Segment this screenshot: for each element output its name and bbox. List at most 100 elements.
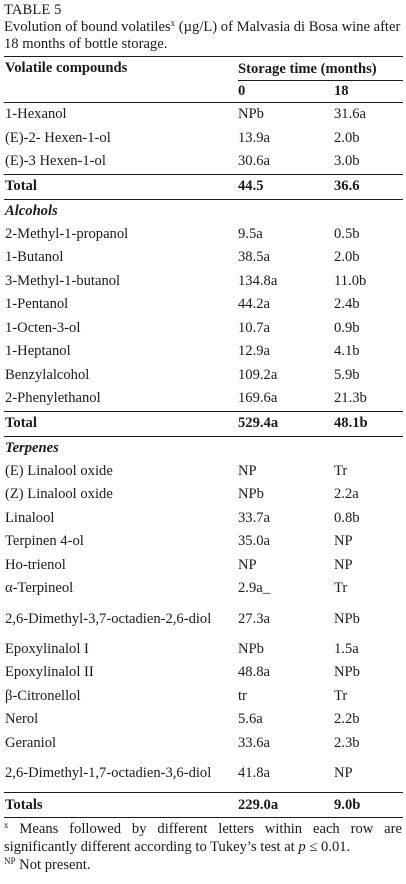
value-month-0-cell: 44.5 [238,173,334,200]
table-row: 1-Octen-3-ol 10.7a 0.9b [4,317,403,341]
value-month-18-cell: NPb [334,610,360,627]
totals-row: Totals 229.0a 9.0b [4,792,403,818]
table-row: (E) Linalool oxide NP Tr [4,460,403,484]
table-row: Ho-trienol NP NP [4,554,403,578]
compound-name-cell: Total [4,410,238,437]
table-row: Epoxylinalol II 48.8a NPb [4,661,403,685]
compound-name-cell: (E)-3 Hexen-1-ol [5,153,106,170]
compound-name-cell: Totals [4,792,238,818]
value-month-0-cell: 5.6a [238,711,263,728]
table-row: Epoxylinalol I NPb 1.5a [4,638,403,662]
value-month-18-cell: 0.9b [334,319,360,336]
footnote-np-text: Not present. [15,857,91,873]
value-month-18-cell: 1.5a [334,640,359,657]
footnote-x-text: Means followed by different letters with… [4,821,402,855]
value-month-18-cell: 2.2a [334,486,359,503]
value-month-0-cell: NPb [238,106,264,123]
caption-text-end: (µg/L) of Malvasia di Bosa wine after 18… [4,19,401,52]
value-month-18-cell: 2.0b [334,249,360,266]
compound-name-cell: 1-Heptanol [5,343,71,360]
value-month-0-cell: 48.8a [238,664,271,681]
value-month-18-cell: Tr [334,687,348,704]
table-row: (E)-2- Hexen-1-ol 13.9a 2.0b [4,127,403,151]
value-month-0-cell: 12.9a [238,343,271,360]
header-compounds: Volatile compounds [4,56,238,103]
compound-name-cell: Benzylalcohol [5,366,90,383]
value-month-0-cell: NP [238,462,257,479]
compound-name-cell: 2-Phenylethanol [5,390,101,407]
compound-name-cell: 1-Hexanol [5,106,67,123]
value-month-0-cell: NP [238,556,257,573]
footnote-x-marker: x [4,820,9,830]
value-month-0-cell: 229.0a [238,792,334,818]
table-row: Geraniol 33.6a 2.3b [4,732,403,756]
compound-name-cell: 1-Pentanol [5,296,69,313]
value-month-0-cell: 10.7a [238,319,271,336]
footnote-p-symbol: p [298,839,306,855]
value-month-0-cell: 27.3a [238,610,271,627]
compound-name-cell: Terpenes [5,439,59,456]
value-month-0-cell: 33.6a [238,734,271,751]
value-month-18-cell: Tr [334,580,348,597]
section-header-row: Alcohols [4,199,403,223]
value-month-18-cell: 0.8b [334,509,360,526]
table-row: 2,6-Dimethyl-1,7-octadien-3,6-diol 41.8a N… [4,755,403,793]
value-month-18-cell: NP [334,765,353,781]
compound-name-cell: β-Citronellol [5,687,81,704]
table-row: Benzylalcohol 109.2a 5.9b [4,364,403,388]
value-month-0-cell: 44.2a [238,296,271,313]
value-month-18-cell: 2.2b [334,711,360,728]
table-body: 1-Hexanol NPb 31.6a (E)-2- Hexen-1-ol 13.9a 2… [4,103,403,818]
compound-name-cell: (E)-2- Hexen-1-ol [5,129,111,146]
table-row: Nerol 5.6a 2.2b [4,708,403,732]
header-storage-time: Storage time (months) [238,56,403,81]
compound-name-cell: (E) Linalool oxide [5,462,113,479]
table-row: (E)-3 Hexen-1-ol 30.6a 3.0b [4,150,403,174]
value-month-18-cell: 9.0b [334,792,403,818]
compound-name-cell: α-Terpineol [5,580,74,597]
section-header-row: Terpenes [4,436,403,460]
value-month-0-cell: 134.8a [238,272,278,289]
compound-name-cell: Alcohols [5,202,58,219]
value-month-18-cell [334,199,403,223]
value-month-0-cell: 109.2a [238,366,278,383]
table-row: Terpinen 4-ol 35.0a NP [4,530,403,554]
value-month-18-cell: 2.4b [334,296,360,313]
value-month-0-cell: 529.4a [238,410,334,437]
table-row: Linalool 33.7a 0.8b [4,507,403,531]
value-month-0-cell: 30.6a [238,153,271,170]
value-month-18-cell: 4.1b [334,343,360,360]
table-row: 1-Butanol 38.5a 2.0b [4,246,403,270]
total-row: Total 529.4a 48.1b [4,410,403,437]
table-row: 2-Phenylethanol 169.6a 21.3b [4,387,403,411]
table-row: α-Terpineol 2.9a_ Tr [4,577,403,601]
value-month-18-cell: 3.0b [334,153,360,170]
value-month-18-cell [334,436,403,460]
value-month-18-cell: 48.1b [334,410,403,437]
total-row: Total 44.5 36.6 [4,173,403,200]
compound-name-cell: 1-Butanol [5,249,64,266]
caption-superscript: x [170,18,176,28]
value-month-18-cell: 31.6a [334,106,367,123]
compound-name-cell: Nerol [5,711,39,728]
footnote-not-present: NP Not present. [4,856,403,874]
compound-name-cell: 1-Octen-3-ol [5,319,81,336]
value-month-0-cell: 169.6a [238,390,278,407]
table-caption: Evolution of bound volatilesx (µg/L) of … [4,19,403,53]
value-month-0-cell: 38.5a [238,249,271,266]
compound-name-cell: Total [4,173,238,200]
value-month-0-cell: tr [238,687,247,704]
volatiles-table: Volatile compounds Storage time (months)… [4,56,403,818]
header-month-0: 0 [238,80,334,103]
compound-name-cell: 2-Methyl-1-propanol [5,225,129,242]
value-month-0-cell: 35.0a [238,533,271,550]
value-month-0-cell: 9.5a [238,225,263,242]
footnote-x-threshold: ≤ 0.01. [305,839,351,855]
value-month-18-cell: NPb [334,664,360,681]
value-month-18-cell: 2.0b [334,129,360,146]
footnote-np-marker: NP [4,856,16,866]
value-month-18-cell: 0.5b [334,225,360,242]
value-month-18-cell: 2.3b [334,734,360,751]
table-row: 2-Methyl-1-propanol 9.5a 0.5b [4,223,403,247]
value-month-0-cell [238,199,334,223]
